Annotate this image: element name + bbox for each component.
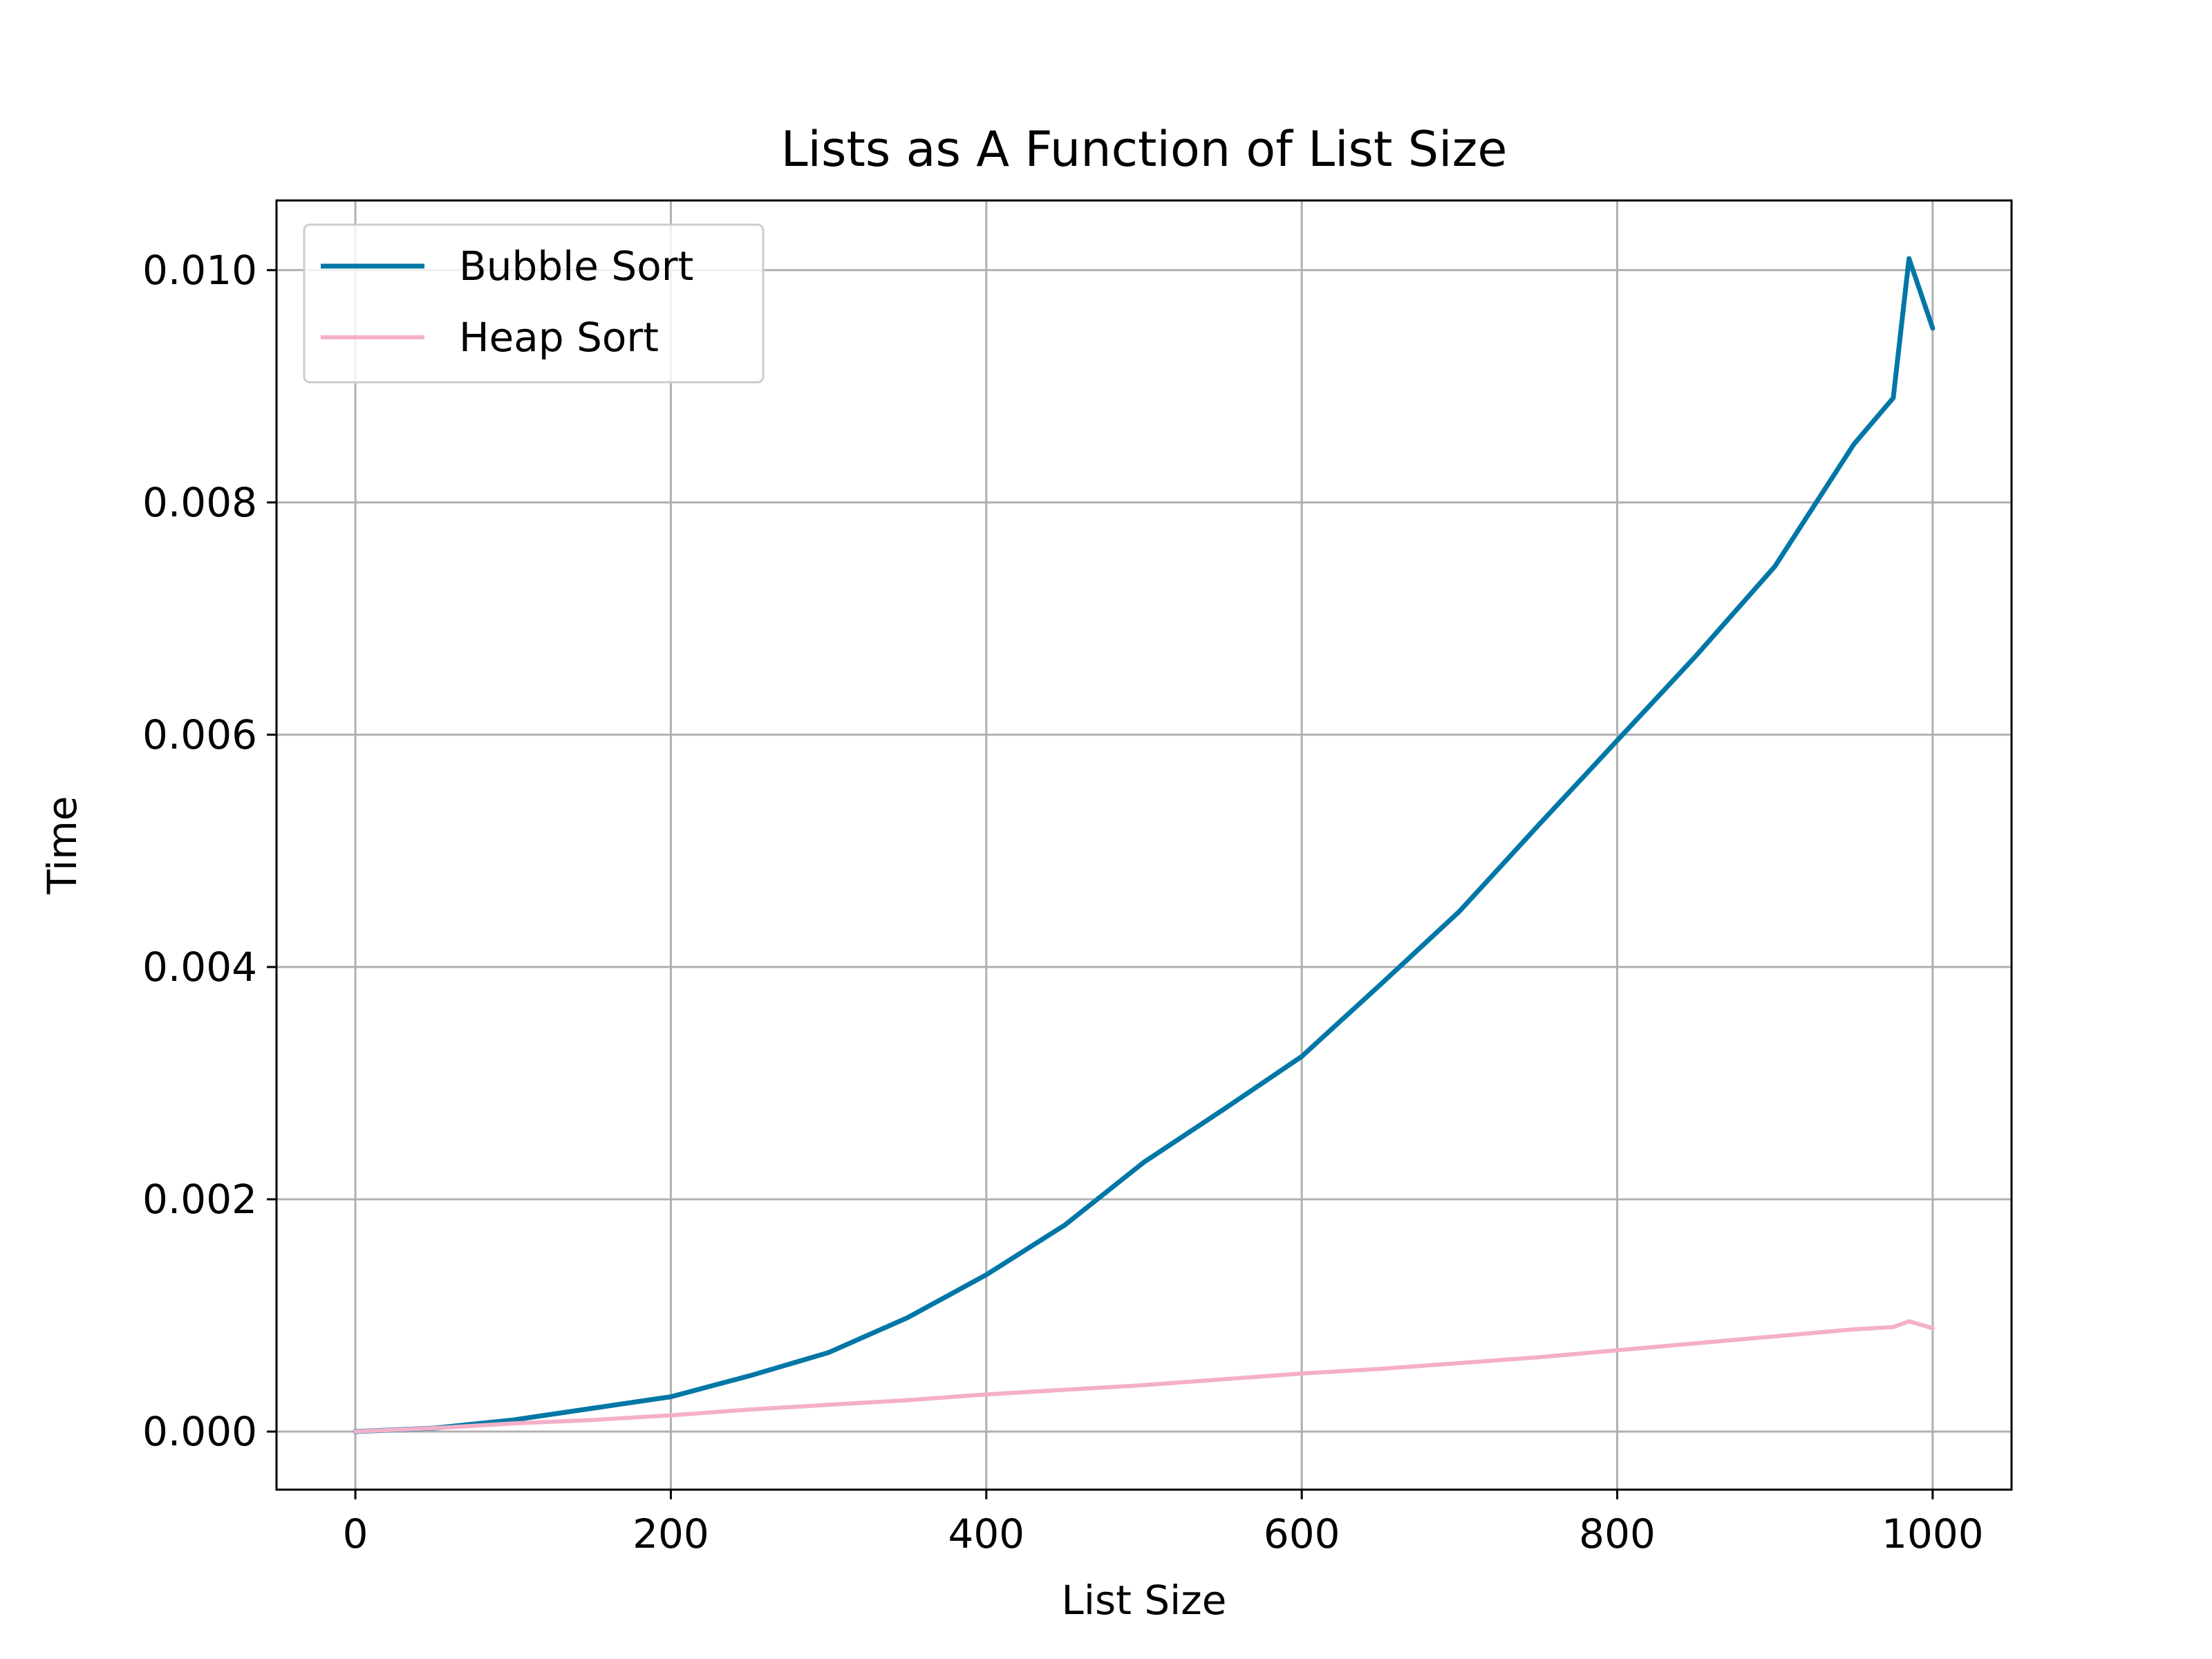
- axis-ticks: 0 200 400 600 800 1000 0.000 0.002 0.004 0.006 0.0…: [142, 247, 1984, 1557]
- legend-label: Bubble Sort: [459, 243, 693, 290]
- plot-area-frame: [275, 199, 2013, 1491]
- x-axis-title: List Size: [1062, 1577, 1227, 1624]
- y-tick-label: 0.000: [142, 1408, 257, 1455]
- chart-title: Lists as A Function of List Size: [781, 121, 1508, 178]
- legend: Bubble Sort Heap Sort: [303, 223, 765, 384]
- x-tick-label: 400: [948, 1510, 1024, 1557]
- series-line-heap-sort: [353, 1319, 1935, 1434]
- series-line-bubble-sort: [353, 256, 1936, 1434]
- y-tick-label: 0.002: [142, 1176, 257, 1223]
- legend-items: Bubble Sort Heap Sort: [321, 243, 693, 361]
- x-tick-label: 600: [1264, 1510, 1340, 1557]
- y-tick-label: 0.008: [142, 479, 257, 526]
- y-tick-label: 0.006: [142, 711, 257, 758]
- y-tick-label: 0.010: [142, 247, 257, 294]
- x-tick-label: 800: [1579, 1510, 1656, 1557]
- y-tick-label: 0.004: [142, 944, 257, 991]
- y-axis-title: Time: [39, 796, 86, 895]
- series-lines: [353, 256, 1936, 1434]
- x-tick-label: 1000: [1882, 1510, 1984, 1557]
- x-tick-label: 200: [632, 1510, 709, 1557]
- x-tick-label: 0: [343, 1510, 368, 1557]
- legend-label: Heap Sort: [459, 314, 659, 361]
- grid: [276, 200, 2012, 1490]
